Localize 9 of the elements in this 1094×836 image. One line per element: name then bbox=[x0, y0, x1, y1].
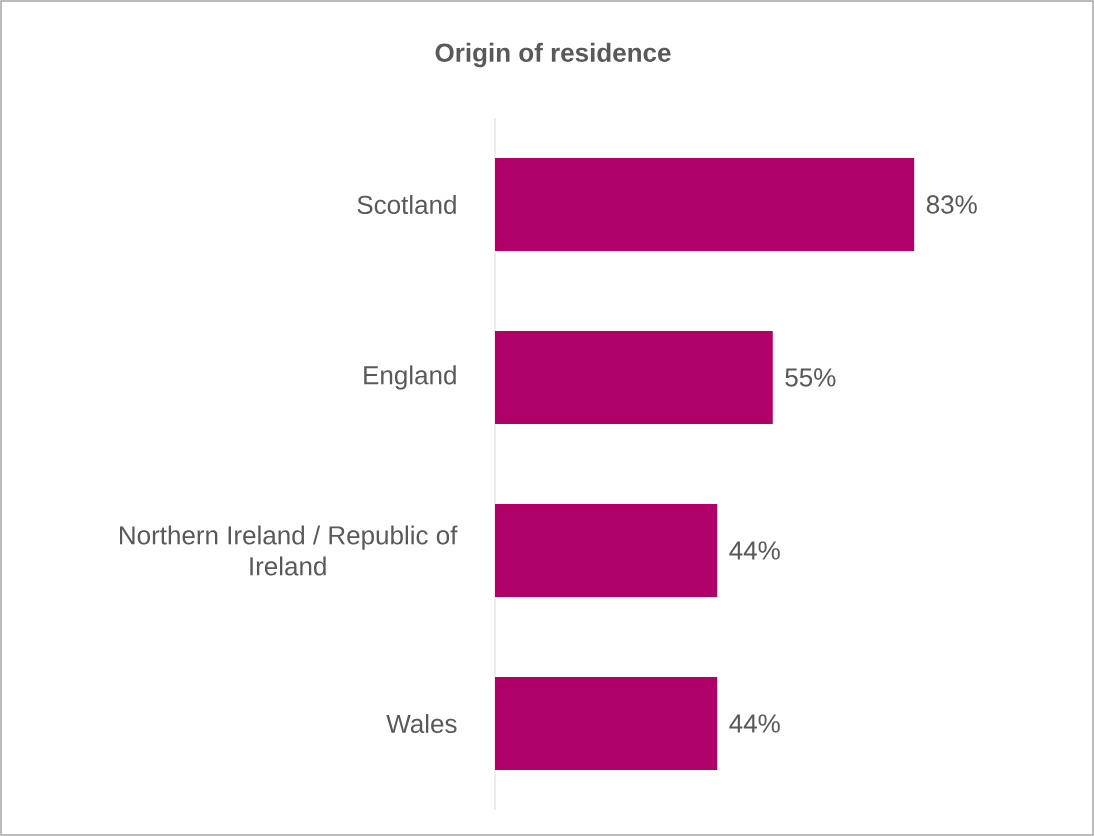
data-label: 44% bbox=[729, 714, 780, 733]
y-tick-label: England bbox=[364, 365, 456, 390]
chart-title: Origin of residence bbox=[435, 42, 671, 68]
y-tick-label: Scotland bbox=[357, 194, 456, 215]
y-tick-label: Northern Ireland / Republic of Ireland bbox=[120, 525, 458, 576]
data-label: 55% bbox=[785, 368, 836, 387]
data-label: 44% bbox=[729, 541, 780, 560]
y-tick-label: Wales bbox=[386, 713, 457, 734]
data-label: 83% bbox=[926, 195, 977, 214]
